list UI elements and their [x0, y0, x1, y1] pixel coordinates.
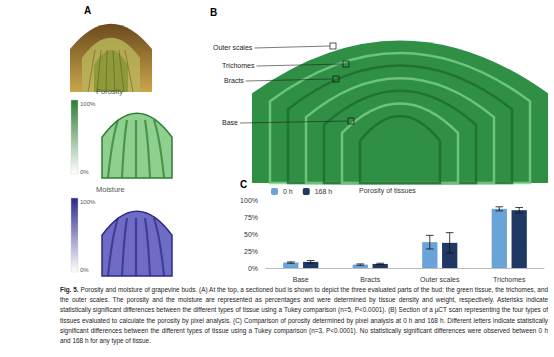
svg-text:25%: 25% [244, 248, 258, 255]
svg-text:168 h: 168 h [315, 188, 333, 195]
svg-text:0%: 0% [248, 265, 258, 272]
svg-text:75%: 75% [244, 214, 258, 221]
svg-text:Trichomes: Trichomes [222, 62, 255, 69]
svg-text:Outer scales: Outer scales [420, 276, 460, 283]
svg-text:100%: 100% [80, 199, 96, 205]
svg-text:0%: 0% [80, 267, 89, 273]
svg-text:0 h: 0 h [283, 188, 293, 195]
svg-text:100%: 100% [240, 197, 258, 204]
svg-text:Moisture: Moisture [96, 185, 125, 194]
svg-text:A: A [84, 5, 91, 16]
svg-text:50%: 50% [244, 231, 258, 238]
svg-text:B: B [210, 7, 217, 18]
svg-text:100%: 100% [80, 101, 96, 107]
svg-text:Bracts: Bracts [360, 276, 380, 283]
svg-text:Base: Base [222, 119, 238, 126]
html-text:Fig. 5. Porosity and moisture: Fig. 5. Porosity and moisture of grapevi… [60, 286, 548, 344]
svg-text:Trichomes: Trichomes [493, 276, 526, 283]
svg-text:Porosity of tissues: Porosity of tissues [359, 187, 416, 195]
svg-text:Bracts: Bracts [224, 77, 244, 84]
svg-text:0%: 0% [80, 169, 89, 175]
svg-text:Outer scales: Outer scales [213, 44, 253, 51]
svg-text:Base: Base [293, 276, 309, 283]
svg-text:C: C [240, 179, 247, 190]
svg-text:Porosity: Porosity [96, 87, 123, 96]
